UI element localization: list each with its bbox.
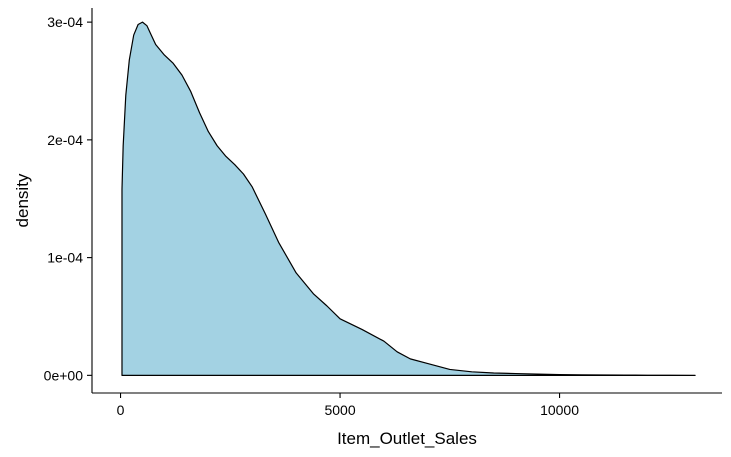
y-tick-label: 3e-04 [47, 14, 83, 30]
density-area [121, 21, 696, 376]
plot-area [121, 21, 696, 376]
y-tick-label: 0e+00 [44, 367, 84, 383]
x-tick-label: 0 [117, 402, 125, 418]
ticks: 0 5000 10000 0e+00 1e-04 2e-04 3e-04 [44, 14, 580, 418]
x-axis-title: Item_Outlet_Sales [337, 429, 477, 448]
x-tick-label: 5000 [324, 402, 355, 418]
y-tick-label: 2e-04 [47, 132, 83, 148]
x-tick-label: 10000 [540, 402, 579, 418]
y-tick-label: 1e-04 [47, 250, 83, 266]
y-axis-title: density [13, 173, 32, 227]
axes [91, 8, 722, 394]
